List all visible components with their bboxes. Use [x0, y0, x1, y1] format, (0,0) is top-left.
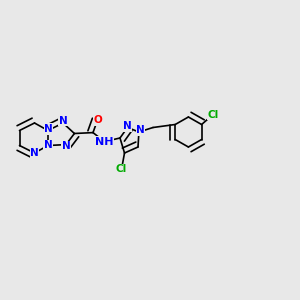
Text: N: N: [123, 121, 132, 131]
Text: Cl: Cl: [116, 164, 127, 175]
Text: O: O: [93, 115, 102, 125]
Text: N: N: [61, 141, 70, 151]
Text: NH: NH: [95, 136, 114, 147]
Text: N: N: [44, 124, 53, 134]
Text: N: N: [30, 148, 39, 158]
Text: Cl: Cl: [207, 110, 219, 120]
Text: N: N: [58, 116, 68, 126]
Text: N: N: [44, 140, 52, 151]
Text: N: N: [136, 125, 145, 136]
